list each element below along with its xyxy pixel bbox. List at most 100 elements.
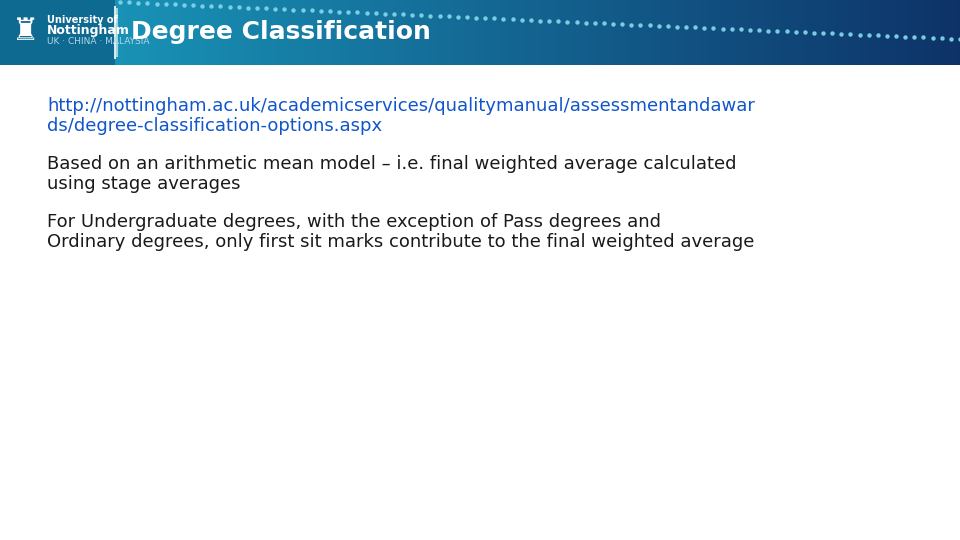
Bar	[915, 0, 919, 65]
Bar	[516, 0, 518, 65]
Bar	[732, 0, 736, 65]
Bar	[823, 0, 826, 65]
Bar	[160, 0, 163, 65]
Bar	[320, 0, 324, 65]
Bar	[0, 0, 115, 65]
Bar	[394, 0, 396, 65]
Bar	[650, 0, 653, 65]
Bar	[326, 0, 329, 65]
Bar	[41, 0, 45, 65]
Bar	[451, 0, 454, 65]
Bar	[96, 0, 99, 65]
Bar	[429, 0, 432, 65]
Bar	[698, 0, 701, 65]
Bar	[854, 0, 857, 65]
Bar	[883, 0, 886, 65]
Bar	[576, 0, 579, 65]
Bar	[835, 0, 838, 65]
Bar	[103, 0, 106, 65]
Bar	[876, 0, 880, 65]
Bar	[237, 0, 240, 65]
Bar	[627, 0, 631, 65]
Bar	[636, 0, 640, 65]
Bar	[134, 0, 137, 65]
Bar	[173, 0, 176, 65]
Bar	[189, 0, 192, 65]
Bar	[723, 0, 727, 65]
Bar	[794, 0, 797, 65]
Bar	[592, 0, 595, 65]
Bar	[132, 0, 134, 65]
Bar	[540, 0, 544, 65]
Bar	[871, 0, 874, 65]
Bar	[461, 0, 464, 65]
Bar	[55, 0, 58, 65]
Bar	[506, 0, 509, 65]
Bar	[669, 0, 672, 65]
Bar	[950, 0, 953, 65]
Bar	[77, 0, 80, 65]
Bar	[861, 0, 864, 65]
Bar	[672, 0, 675, 65]
Bar	[339, 0, 343, 65]
Bar	[816, 0, 819, 65]
Bar	[874, 0, 876, 65]
Bar	[912, 0, 915, 65]
Bar	[602, 0, 605, 65]
Bar	[151, 0, 154, 65]
Bar	[928, 0, 931, 65]
Bar	[204, 0, 208, 65]
Bar	[483, 0, 487, 65]
Bar	[852, 0, 854, 65]
Bar	[99, 0, 103, 65]
Bar	[10, 0, 12, 65]
Bar	[0, 0, 3, 65]
Bar	[538, 0, 540, 65]
Bar	[784, 0, 787, 65]
Bar	[554, 0, 557, 65]
Bar	[804, 0, 806, 65]
Bar	[586, 0, 588, 65]
Bar	[631, 0, 634, 65]
Bar	[557, 0, 560, 65]
Bar	[477, 0, 480, 65]
Bar	[813, 0, 816, 65]
Bar	[890, 0, 893, 65]
Bar	[832, 0, 835, 65]
Bar	[182, 0, 185, 65]
Bar	[612, 0, 614, 65]
Bar	[240, 0, 243, 65]
Bar	[180, 0, 182, 65]
Bar	[211, 0, 214, 65]
Bar	[787, 0, 790, 65]
Bar	[838, 0, 842, 65]
Bar	[221, 0, 224, 65]
Bar	[778, 0, 780, 65]
Bar	[381, 0, 384, 65]
Bar	[499, 0, 502, 65]
Bar	[195, 0, 199, 65]
Bar	[199, 0, 202, 65]
Bar	[924, 0, 928, 65]
Bar	[384, 0, 387, 65]
Bar	[125, 0, 128, 65]
Bar	[564, 0, 566, 65]
Text: Degree Classification: Degree Classification	[131, 21, 431, 44]
Bar	[208, 0, 211, 65]
Bar	[307, 0, 310, 65]
Bar	[128, 0, 132, 65]
Bar	[442, 0, 444, 65]
Bar	[525, 0, 528, 65]
Bar	[953, 0, 957, 65]
Bar	[752, 0, 756, 65]
Bar	[410, 0, 413, 65]
Bar	[845, 0, 848, 65]
Bar	[36, 0, 38, 65]
Bar	[348, 0, 352, 65]
Bar	[329, 0, 333, 65]
Bar	[634, 0, 636, 65]
Bar	[727, 0, 730, 65]
Bar	[864, 0, 867, 65]
Bar	[931, 0, 934, 65]
Bar	[944, 0, 948, 65]
